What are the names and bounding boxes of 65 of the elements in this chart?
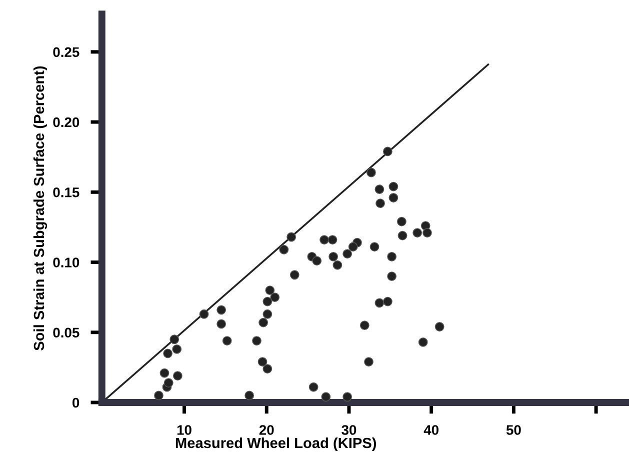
x-tick-label: 50	[506, 425, 521, 435]
point	[160, 368, 170, 378]
point	[258, 357, 268, 367]
x-axis-title: Measured Wheel Load (KIPS)	[176, 437, 376, 452]
point	[262, 309, 272, 319]
point	[342, 249, 352, 259]
x-tick-label: 40	[424, 425, 438, 435]
x-tick-label: 10	[177, 425, 192, 435]
point	[396, 216, 406, 226]
x-tick-label: 20	[259, 425, 274, 435]
point	[360, 320, 370, 330]
point	[164, 378, 174, 388]
point	[376, 198, 385, 208]
point	[387, 252, 397, 262]
y-tick-label: 0	[72, 398, 80, 408]
point	[244, 390, 254, 400]
y-tick-label: 0.25	[53, 47, 80, 58]
point	[286, 232, 296, 242]
y-tick-label: 0.10	[53, 258, 80, 268]
point	[199, 309, 209, 319]
point	[382, 296, 392, 306]
y-tick-label: 0.15	[53, 187, 80, 198]
point	[216, 305, 226, 315]
y-tick-label: 0.20	[53, 117, 80, 128]
point	[279, 244, 289, 254]
y-tick-label: 0.05	[53, 328, 80, 338]
point	[258, 318, 268, 328]
point	[265, 286, 275, 295]
point	[374, 184, 384, 194]
point	[312, 256, 322, 266]
point	[222, 336, 232, 346]
point	[216, 319, 226, 329]
point	[364, 357, 374, 367]
point	[308, 382, 318, 392]
point	[170, 334, 180, 344]
point	[388, 193, 398, 202]
point	[172, 344, 182, 354]
point	[262, 364, 272, 374]
point	[320, 235, 329, 245]
point	[370, 242, 380, 252]
point	[328, 235, 338, 245]
point	[422, 228, 432, 238]
point	[172, 371, 182, 381]
point	[290, 270, 300, 280]
point	[382, 146, 392, 156]
point	[163, 348, 172, 358]
point	[374, 298, 384, 308]
point	[342, 392, 352, 402]
point	[412, 228, 422, 238]
point	[398, 230, 408, 240]
point	[328, 252, 338, 262]
x-tick-label: 30	[342, 425, 356, 435]
point	[388, 182, 398, 192]
point	[332, 260, 342, 270]
point	[321, 392, 331, 402]
point	[270, 292, 280, 302]
point	[348, 242, 358, 252]
point	[252, 336, 262, 346]
point	[418, 337, 428, 347]
point	[366, 168, 376, 178]
point	[262, 296, 272, 306]
point	[387, 272, 397, 281]
y-axis-title: Soil Strain at Subgrade Surface (Percent)	[33, 66, 48, 350]
point	[154, 390, 164, 400]
point	[434, 322, 444, 332]
